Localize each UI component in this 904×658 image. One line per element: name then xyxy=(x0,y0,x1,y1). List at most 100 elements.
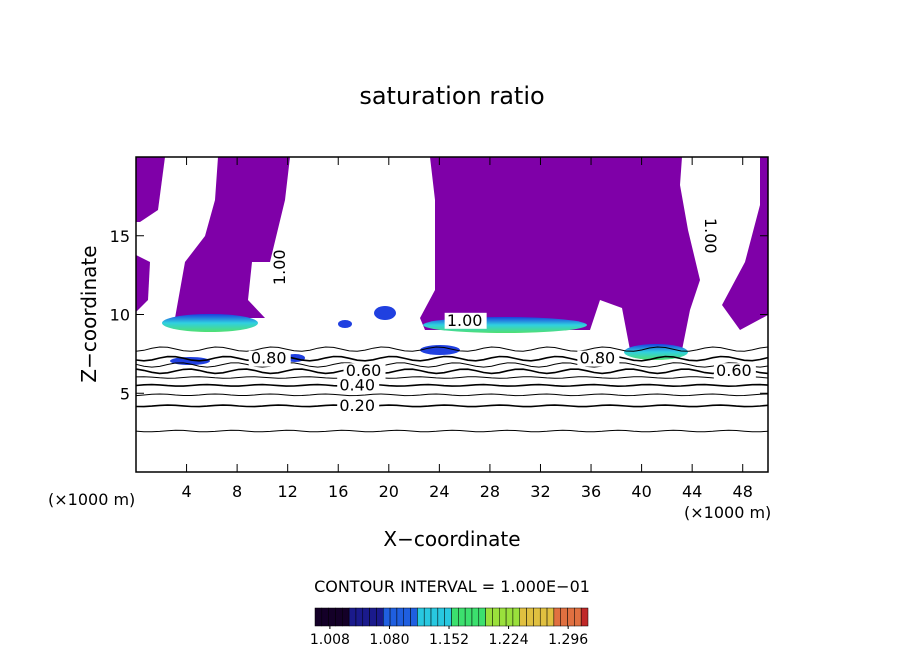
colorbar-cell xyxy=(417,607,425,627)
colorbar xyxy=(314,607,589,629)
contour-label: 1.00 xyxy=(270,249,289,285)
contours xyxy=(135,346,769,433)
x-tick-label: 4 xyxy=(181,482,191,501)
contour-line xyxy=(135,383,769,388)
y-tick-label: 15 xyxy=(110,227,130,246)
colorbar-cell xyxy=(314,607,323,627)
x-tick-label: 24 xyxy=(429,482,449,501)
colorbar-cell xyxy=(533,607,541,627)
saturated-region xyxy=(136,157,768,365)
colorbar-cell xyxy=(560,607,568,627)
colorbar-cell xyxy=(328,607,336,627)
y-unit: (×1000 m) xyxy=(48,490,135,509)
colorbar-tick-label: 1.008 xyxy=(310,632,350,648)
supersat-patch xyxy=(338,320,352,328)
contour-label-bg xyxy=(248,350,291,367)
colorbar-cell xyxy=(335,607,343,627)
contour-label: 1.00 xyxy=(447,311,483,330)
colorbar-cell xyxy=(430,607,439,627)
colorbar-cell xyxy=(574,607,582,627)
x-tick-label: 8 xyxy=(232,482,242,501)
colorbar-tick-label: 1.224 xyxy=(489,632,529,648)
chart-title: saturation ratio xyxy=(359,82,544,110)
colorbar-cell xyxy=(492,607,500,627)
colorbar-cell xyxy=(546,607,555,627)
colorbar-cell xyxy=(553,607,561,627)
contour-label: 1.00 xyxy=(701,218,720,254)
colorbar-cell xyxy=(403,607,411,627)
colorbar-cell xyxy=(519,607,527,627)
x-tick-label: 36 xyxy=(581,482,601,501)
contour-label: 0.20 xyxy=(339,396,375,415)
contour-line xyxy=(135,376,769,379)
colorbar-tick-label: 1.296 xyxy=(548,632,588,648)
contour-line xyxy=(135,393,769,397)
contour-label-bg xyxy=(444,312,487,329)
purple-region xyxy=(722,157,768,330)
x-unit: (×1000 m) xyxy=(684,503,771,522)
purple-region xyxy=(136,255,150,312)
contour-line xyxy=(135,404,769,408)
x-tick-label: 16 xyxy=(328,482,348,501)
colorbar-cell xyxy=(423,607,432,627)
contour-label-bg xyxy=(343,363,386,380)
colorbar-cell xyxy=(499,607,507,627)
x-tick-label: 28 xyxy=(480,482,500,501)
colorbar-cell xyxy=(567,607,575,627)
contour-label: 0.40 xyxy=(339,375,375,394)
colorbar-cell xyxy=(505,607,514,627)
colorbar-cell xyxy=(376,607,384,627)
contour-line xyxy=(135,346,769,352)
colorbar-cell xyxy=(451,607,459,627)
contour-label: 0.60 xyxy=(346,361,382,380)
colorbar-cell xyxy=(512,607,520,627)
colorbar-cell xyxy=(580,607,589,627)
y-axis-label: Z−coordinate xyxy=(77,245,101,382)
purple-region xyxy=(295,157,700,350)
supersat-patch xyxy=(374,306,396,320)
contour-line xyxy=(135,368,769,375)
colorbar-cell xyxy=(369,607,377,627)
purple-region xyxy=(175,157,290,318)
y-tick-label: 5 xyxy=(120,384,130,403)
colorbar-cell xyxy=(342,607,350,627)
contour-label-bg xyxy=(713,363,756,380)
colorbar-cell xyxy=(485,607,493,627)
colorbar-cell xyxy=(464,607,473,627)
contour-line xyxy=(135,362,769,368)
colorbar-cell xyxy=(458,607,466,627)
contour-label: 0.80 xyxy=(251,349,287,368)
colorbar-tick-label: 1.080 xyxy=(369,632,409,648)
colorbar-cell xyxy=(389,607,398,627)
colorbar-cell xyxy=(444,607,452,627)
colorbar-cell xyxy=(321,607,329,627)
colorbar-cell xyxy=(396,607,404,627)
contour-label-bg xyxy=(577,350,620,367)
contour-label: 0.80 xyxy=(580,349,616,368)
contour-label-bg xyxy=(337,377,380,394)
y-tick-label: 10 xyxy=(110,306,130,325)
x-tick-label: 12 xyxy=(278,482,298,501)
colorbar-cell xyxy=(383,607,391,627)
colorbar-cell xyxy=(478,607,486,627)
colorbar-cell xyxy=(437,607,445,627)
supersat-patch xyxy=(624,344,688,360)
colorbar-cell xyxy=(348,607,357,627)
x-tick-label: 32 xyxy=(530,482,550,501)
x-tick-label: 44 xyxy=(682,482,702,501)
purple-region xyxy=(136,157,165,222)
colorbar-cell xyxy=(355,607,364,627)
colorbar-cell xyxy=(471,607,480,627)
x-tick-label: 48 xyxy=(733,482,753,501)
colorbar-cell xyxy=(362,607,370,627)
contour-note: CONTOUR INTERVAL = 1.000E−01 xyxy=(314,577,590,596)
contour-label-bg xyxy=(337,397,380,414)
colorbar-cell xyxy=(410,607,418,627)
contour-line xyxy=(135,355,769,362)
contour-line xyxy=(135,429,769,433)
x-tick-label: 20 xyxy=(379,482,399,501)
colorbar-cell xyxy=(539,607,548,627)
colorbar-tick-label: 1.152 xyxy=(429,632,469,648)
